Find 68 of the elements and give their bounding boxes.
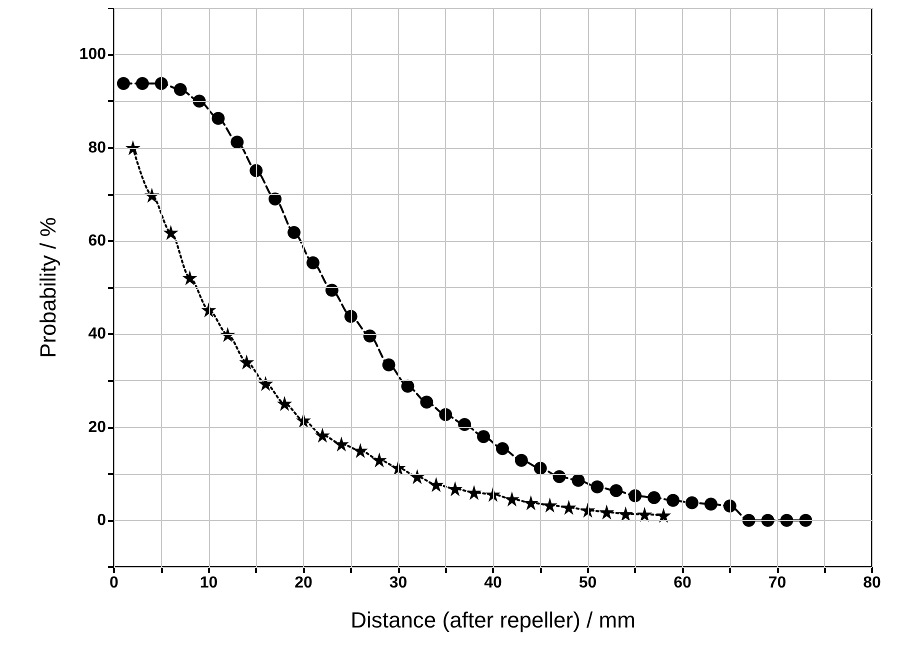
point — [401, 380, 414, 393]
x-tick-label: 60 — [674, 574, 692, 592]
point — [268, 192, 282, 206]
point — [637, 506, 652, 522]
y-axis-title: Probability / % — [36, 217, 60, 358]
point — [182, 270, 198, 286]
point — [382, 358, 396, 372]
point — [656, 508, 672, 523]
point — [363, 329, 376, 342]
point — [648, 491, 661, 504]
point — [163, 225, 178, 240]
point — [590, 480, 604, 494]
x-tick-label: 30 — [389, 574, 408, 592]
y-tick-label: 0 — [97, 512, 106, 529]
y-tick-label: 100 — [79, 46, 106, 64]
point — [448, 481, 463, 496]
point — [212, 112, 225, 125]
point — [496, 442, 509, 456]
point — [723, 499, 736, 512]
point — [352, 443, 368, 458]
point — [504, 491, 520, 506]
point — [230, 136, 244, 149]
point — [458, 418, 472, 431]
point — [306, 256, 320, 270]
y-tick-label: 40 — [88, 326, 106, 343]
x-tick-label: 80 — [863, 574, 881, 592]
point — [685, 496, 698, 510]
point — [599, 504, 614, 520]
x-tick-label: 10 — [200, 574, 218, 592]
point — [239, 354, 254, 370]
point — [704, 498, 718, 511]
point — [334, 436, 349, 452]
point — [372, 452, 387, 468]
point — [174, 83, 187, 96]
point — [523, 495, 538, 510]
point — [420, 396, 434, 409]
point — [258, 376, 274, 391]
point — [610, 484, 623, 498]
point — [466, 484, 482, 500]
point — [116, 76, 130, 90]
point — [628, 489, 642, 502]
point — [136, 76, 149, 90]
point — [618, 506, 634, 522]
point — [277, 396, 292, 411]
point — [288, 226, 301, 240]
point — [428, 477, 444, 492]
point — [666, 494, 680, 507]
point — [514, 454, 528, 467]
x-tick-label: 70 — [768, 574, 786, 592]
x-tick-label: 20 — [294, 574, 312, 592]
point — [314, 428, 330, 443]
point — [325, 284, 338, 297]
point — [410, 469, 425, 484]
y-tick-label: 60 — [88, 232, 106, 250]
point — [477, 430, 490, 444]
point — [154, 76, 168, 90]
point — [561, 500, 576, 515]
point — [552, 470, 566, 484]
x-axis-title: Distance (after repeller) / mm — [350, 608, 636, 632]
point — [542, 498, 558, 513]
x-tick-label: 0 — [110, 574, 119, 592]
point — [250, 164, 263, 178]
y-tick-label: 80 — [88, 139, 106, 156]
x-tick-label: 40 — [484, 574, 502, 592]
point — [572, 474, 585, 487]
point — [344, 310, 358, 323]
x-tick-label: 50 — [578, 574, 597, 592]
y-tick-label: 20 — [88, 418, 106, 436]
